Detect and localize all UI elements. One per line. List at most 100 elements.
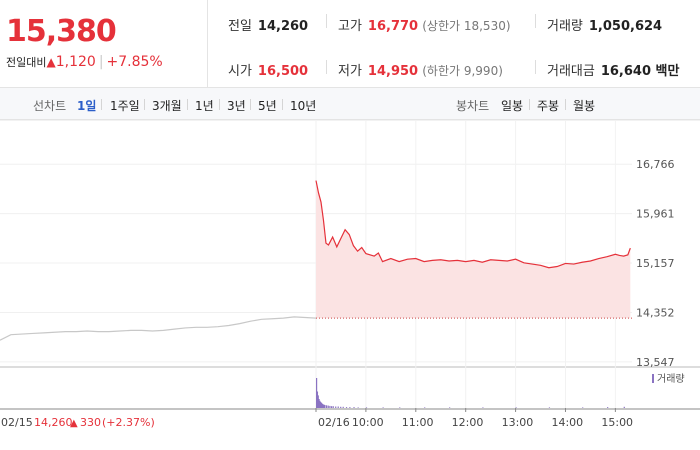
x-tick-label: 10:00 [352,416,384,429]
y-tick-label: 14,352 [636,306,675,319]
y-tick-label: 13,547 [636,356,675,369]
divider [529,99,530,110]
volume-bar [582,407,584,408]
stat-value: 16,770 [367,19,419,34]
quote-header: 15,380 전일대비▲1,120 | +7.85% 전일 14,260 고가 16,7… [0,0,700,88]
stat-value: 1,050,624 [588,19,663,34]
stat-label: 거래량 [547,19,583,34]
volume-bar [320,402,322,408]
upper-limit: (상한가 18,530) [422,19,511,33]
stat-value: 14,260 [257,19,309,34]
current-price: 15,380 [6,14,117,49]
divider [219,99,220,110]
x-axis-ticks: 02/16 10:00 11:00 12:00 13:00 14:00 15:00 02/15… [1,408,633,429]
period-1w[interactable]: 1주일 [110,99,140,113]
x-tick-label: 02/16 [318,416,350,429]
volume-bar [340,406,342,408]
price-box: 15,380 전일대비▲1,120 | +7.85% [0,0,208,88]
divider [282,99,283,110]
stat-label: 거래대금 [547,64,595,79]
divider [326,60,327,74]
today-area [316,180,631,319]
volume-bar [316,378,318,408]
stat-volume: 거래량 1,050,624 [547,15,662,34]
prev-day-change-pct: (+2.37%) [102,416,155,429]
volume-bars: 거래량 [316,373,685,408]
volume-bar [318,399,320,408]
up-arrow-icon: ▲ [46,55,56,69]
period-10y[interactable]: 10년 [290,99,317,113]
volume-bar [322,404,324,408]
candle-monthly[interactable]: 월봉 [573,99,596,113]
period-1y[interactable]: 1년 [195,99,214,113]
volume-bar [424,407,426,408]
volume-legend-swatch [652,374,654,383]
stat-prev-close: 전일 14,260 [228,15,308,34]
today-series [315,180,632,319]
candle-daily[interactable]: 일봉 [501,99,524,113]
stat-label: 시가 [228,64,252,79]
y-tick-label: 15,157 [636,257,675,270]
volume-bar [349,407,351,408]
divider [535,14,536,28]
stat-label: 저가 [338,64,362,79]
today-line [315,180,631,269]
volume-bar [357,407,359,408]
x-tick-label: 13:00 [502,416,534,429]
volume-bar [382,407,384,408]
volume-bar [320,402,323,408]
line-chart-label: 선차트 [33,99,67,113]
volume-bar [548,407,551,408]
candle-chart-label: 봉차트 [456,99,490,113]
volume-bar [342,406,344,408]
divider [187,99,188,110]
divider [326,14,327,28]
chart-toolbar: 선차트 1일 1주일 3개월 1년 3년 5년 10년 봉차트 일봉 주봉 월봉 [0,88,700,120]
period-3y[interactable]: 3년 [227,99,246,113]
volume-bar [337,406,339,408]
prev-day-line [0,316,317,341]
volume-bar [365,407,368,408]
period-5y[interactable]: 5년 [258,99,277,113]
period-3m[interactable]: 3개월 [152,99,182,113]
change-value: 1,120 [55,54,96,70]
volume-bar [324,405,326,408]
prev-day-change: 330 [80,416,101,429]
stats-panel: 전일 14,260 고가 16,770 (상한가 18,530) 거래량 1,050,… [208,0,700,88]
volume-bar [607,407,609,408]
stat-label: 고가 [338,19,362,34]
volume-bar [321,403,324,408]
y-axis-ticks: 16,766 15,961 15,157 14,352 13,547 [636,158,675,369]
divider [144,99,145,110]
volume-bar [353,407,355,408]
x-tick-label: 12:00 [452,416,484,429]
stat-label: 전일 [228,19,252,34]
divider [565,99,566,110]
candle-weekly[interactable]: 주봉 [537,99,560,113]
volume-bar [449,407,451,408]
volume-bar [330,406,333,408]
prev-day-series [0,316,317,341]
stat-open: 시가 16,500 [228,60,308,79]
volume-bar [317,395,319,408]
period-1d[interactable]: 1일 [77,99,97,113]
volume-bar [399,407,401,408]
y-tick-label: 16,766 [636,158,675,171]
stat-high: 고가 16,770 (상한가 18,530) [338,15,511,34]
stat-value: 14,950 [367,64,419,79]
x-tick-label: 14:00 [551,416,583,429]
volume-bar [623,406,625,408]
lower-limit: (하한가 9,990) [422,64,503,78]
stat-value: 16,640 백만 [600,64,680,79]
volume-bar [345,407,348,408]
change-row: 전일대비▲1,120 | +7.85% [6,54,163,70]
volume-bar [332,406,334,408]
volume-bar [482,407,484,408]
x-tick-label: 11:00 [402,416,434,429]
divider [101,99,102,110]
prev-day-up-arrow-icon: ▲ [70,418,78,429]
divider [250,99,251,110]
volume-legend-label: 거래량 [657,373,685,385]
stat-amount: 거래대금 16,640 백만 [547,60,679,79]
volume-bar [325,405,328,408]
